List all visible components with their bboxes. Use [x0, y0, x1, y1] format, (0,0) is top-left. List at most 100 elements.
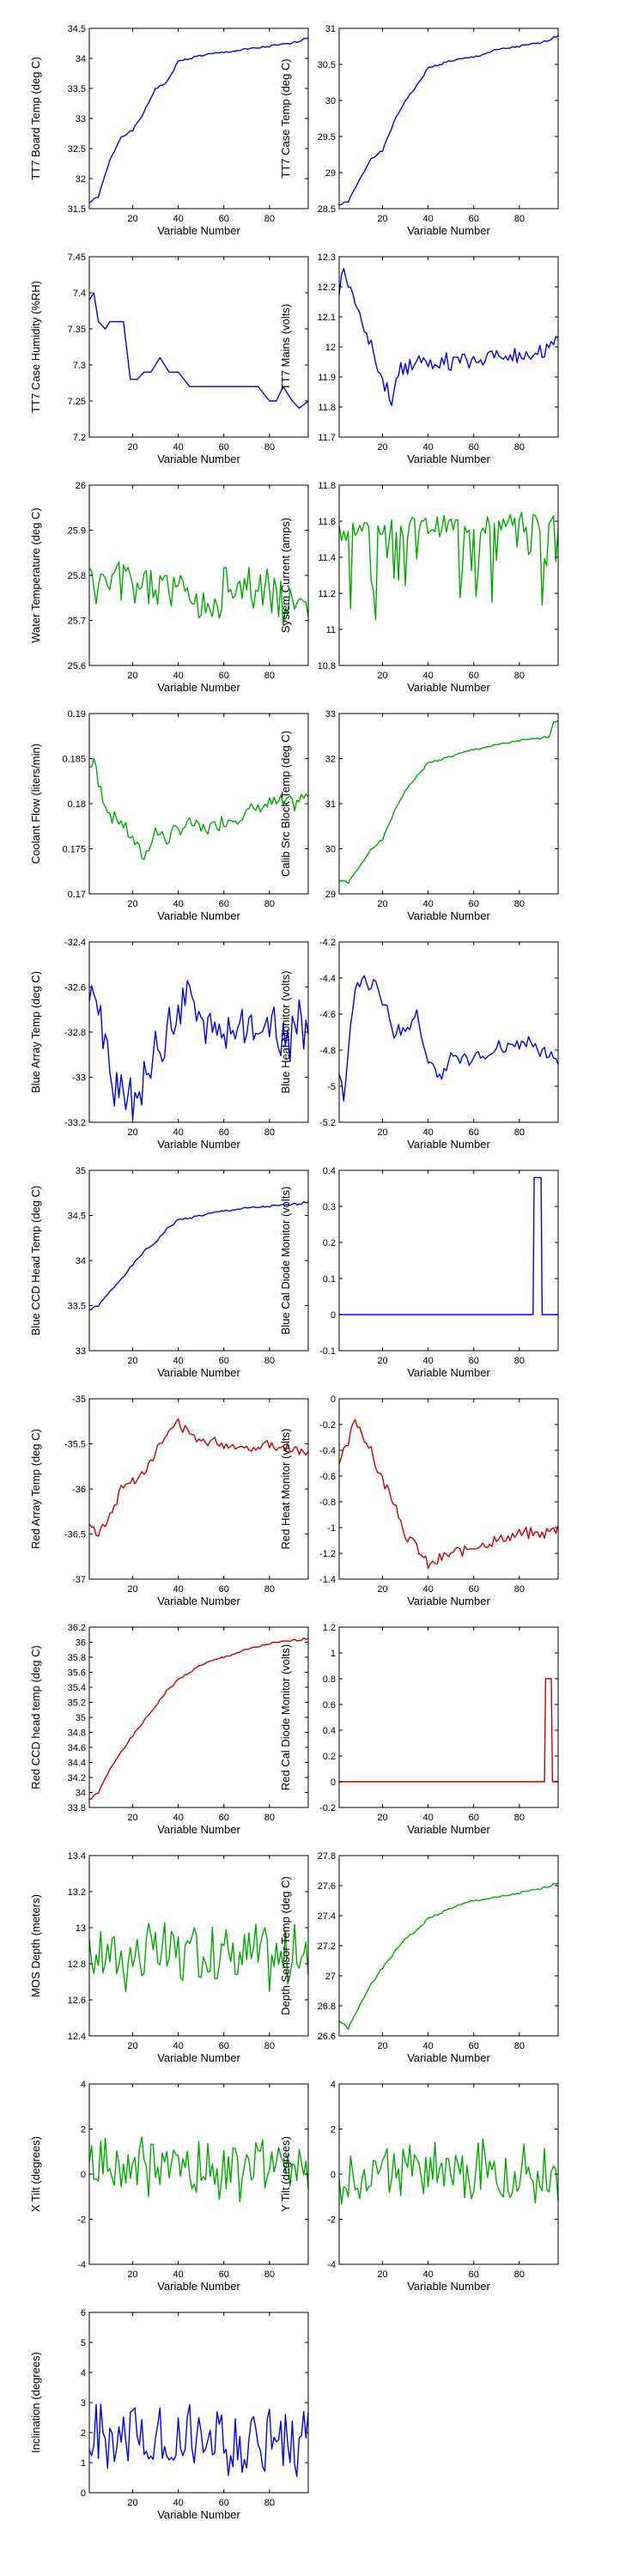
y-tick-label: 2	[81, 2125, 86, 2136]
y-tick-label: 7.4	[73, 289, 86, 299]
x-tick-label: 20	[127, 2041, 137, 2051]
y-tick-label: -2	[327, 2215, 336, 2226]
x-tick-label: 40	[173, 442, 183, 453]
chart-panel: 20 40 60 80 -33.2 -33 -32.8 -32.6 -32.4 Variable …	[29, 938, 309, 1151]
y-tick-label: 35.8	[68, 1653, 86, 1663]
y-tick-label: 26.6	[318, 2032, 336, 2042]
x-tick-label: 40	[422, 442, 433, 453]
y-tick-label: 32	[325, 755, 336, 765]
chart-panel: 20 40 60 80 -4 -2 0 2 4 Variable Number Y Tilt (de…	[279, 2080, 559, 2293]
series-line	[338, 2138, 559, 2205]
y-tick-label: 27.4	[318, 1911, 336, 1922]
y-tick-label: 29	[325, 168, 336, 179]
x-tick-label: 80	[264, 2269, 275, 2280]
x-tick-label: 40	[173, 671, 183, 681]
y-axis-label: Depth Sensor Temp (deg C)	[279, 1876, 292, 2015]
y-tick-label: 1.2	[323, 1623, 336, 1633]
x-tick-label: 60	[469, 442, 479, 453]
y-tick-label: -32.4	[64, 938, 86, 948]
chart-panel: 20 40 60 80 31.5 32 32.5 33 33.5 34 34.5 Variable N…	[29, 24, 309, 237]
y-tick-label: 1	[331, 1649, 336, 1659]
x-tick-label: 60	[219, 2269, 229, 2280]
x-tick-label: 60	[219, 1813, 229, 1823]
y-tick-label: 6	[81, 2308, 86, 2318]
y-tick-label: 35.2	[68, 1698, 86, 1709]
chart-panel: 20 40 60 80 33 33.5 34 34.5 35 Variable Number Blu…	[29, 1166, 309, 1379]
y-tick-label: -4	[327, 2260, 336, 2270]
y-tick-label: 25.6	[68, 661, 86, 671]
y-tick-label: 34	[76, 54, 86, 64]
x-tick-label: 60	[219, 899, 229, 909]
y-axis-label: Red Heat Monitor (volts)	[279, 1429, 292, 1550]
x-tick-label: 40	[173, 2041, 183, 2051]
x-tick-label: 40	[173, 214, 183, 224]
series-line	[88, 2136, 309, 2202]
plot-frame	[338, 1626, 559, 1808]
x-tick-label: 20	[127, 671, 137, 681]
series-line	[88, 561, 309, 626]
y-tick-label: -2	[77, 2215, 86, 2226]
x-axis-label: Variable Number	[407, 909, 490, 922]
y-tick-label: 34.8	[68, 1728, 86, 1739]
x-tick-label: 20	[377, 899, 387, 909]
y-axis-label: Y Tilt (degrees)	[279, 2136, 292, 2212]
x-axis-label: Variable Number	[407, 453, 490, 465]
plot-frame	[88, 1170, 309, 1352]
y-tick-label: -0.2	[319, 1420, 336, 1431]
y-tick-label: -36.5	[64, 1530, 86, 1540]
series-line	[88, 2403, 309, 2477]
chart-panel: 20 40 60 80 -5.2 -5 -4.8 -4.6 -4.4 -4.2 Variable N…	[279, 938, 559, 1151]
y-tick-label: 29.5	[318, 132, 336, 143]
x-tick-label: 80	[264, 899, 275, 909]
x-tick-label: 80	[514, 671, 525, 681]
y-tick-label: 34.2	[68, 1773, 86, 1783]
y-tick-label: 0	[331, 2170, 336, 2180]
y-tick-label: 1	[81, 2458, 86, 2469]
y-tick-label: -1.2	[319, 1549, 336, 1559]
y-tick-label: 27.6	[318, 1881, 336, 1892]
x-tick-label: 20	[377, 1127, 387, 1138]
x-tick-label: 60	[469, 2269, 479, 2280]
y-tick-label: -5.2	[319, 1118, 336, 1128]
y-axis-label: Inclination (degrees)	[29, 2352, 42, 2453]
chart-panel: 20 40 60 80 -4 -2 0 2 4 Variable Number X Tilt (de…	[29, 2080, 309, 2293]
y-tick-label: 0.17	[68, 890, 86, 900]
series-line	[88, 37, 309, 204]
y-axis-label: TT7 Case Humidity (%RH)	[29, 281, 42, 413]
x-tick-label: 60	[219, 671, 229, 681]
x-tick-label: 40	[173, 1356, 183, 1366]
y-tick-label: 30	[325, 845, 336, 855]
chart-panel: 20 40 60 80 0 1 2 3 4 5 6 Variable Number Inclinatio…	[29, 2308, 309, 2521]
y-tick-label: 0	[81, 2488, 86, 2499]
y-tick-label: 0	[331, 1310, 336, 1321]
x-tick-label: 40	[173, 899, 183, 909]
plot-frame	[338, 941, 559, 1123]
x-tick-label: 60	[469, 1584, 479, 1595]
y-axis-label: Calib Src Block Temp (deg C)	[279, 731, 292, 877]
x-tick-label: 20	[127, 1127, 137, 1138]
y-axis-label: Blue Heat Monitor (volts)	[279, 970, 292, 1093]
series-line	[88, 1200, 309, 1311]
y-tick-label: -37	[72, 1575, 86, 1585]
x-tick-label: 60	[469, 671, 479, 681]
y-tick-label: 25.8	[68, 571, 86, 581]
x-tick-label: 80	[514, 1584, 525, 1595]
x-tick-label: 80	[514, 214, 525, 224]
y-tick-label: 11.6	[318, 517, 336, 527]
y-tick-label: 2	[331, 2125, 336, 2136]
y-tick-label: 11.8	[318, 481, 336, 491]
y-tick-label: 26	[76, 481, 86, 491]
y-axis-label: Red Array Temp (deg C)	[29, 1429, 42, 1549]
y-tick-label: 3	[81, 2398, 86, 2409]
x-tick-label: 60	[469, 214, 479, 224]
plot-frame	[88, 1855, 309, 2037]
y-tick-label: 32	[76, 174, 86, 185]
y-tick-label: 33	[76, 1346, 86, 1357]
y-tick-label: -4.4	[319, 974, 336, 984]
y-tick-label: -4	[77, 2260, 86, 2270]
y-tick-label: 7.25	[68, 397, 86, 407]
x-tick-label: 80	[514, 1813, 525, 1823]
x-tick-label: 40	[422, 1584, 433, 1595]
plot-frame	[338, 1398, 559, 1580]
